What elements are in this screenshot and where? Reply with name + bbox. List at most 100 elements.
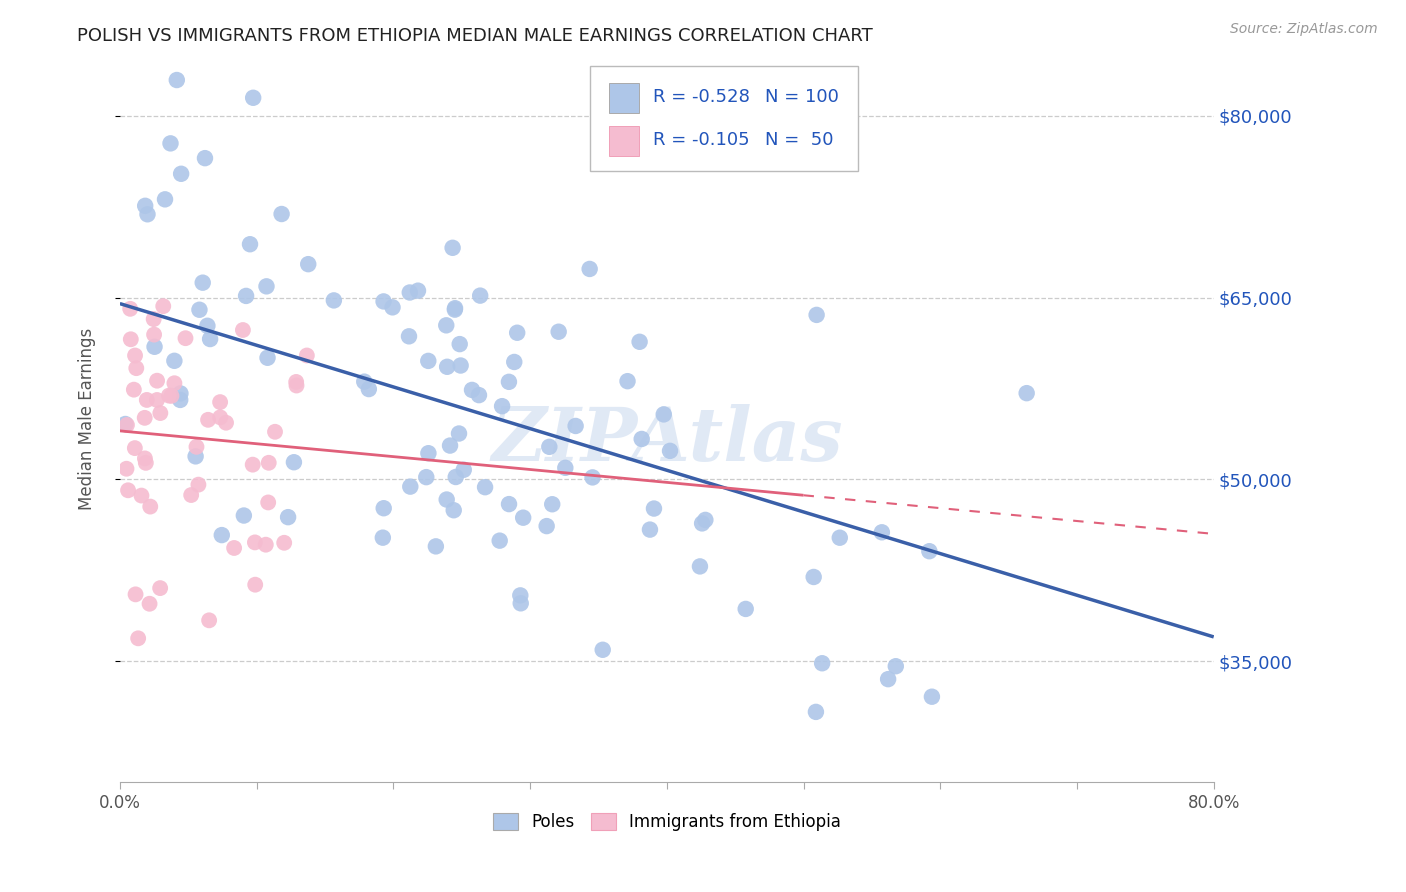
Point <box>245 577 267 591</box>
Point <box>828 531 851 545</box>
Point <box>616 374 638 388</box>
Point <box>143 327 166 342</box>
Point <box>149 406 172 420</box>
Point <box>581 470 603 484</box>
Point <box>643 501 665 516</box>
Point <box>418 354 440 368</box>
Text: POLISH VS IMMIGRANTS FROM ETHIOPIA MEDIAN MALE EARNINGS CORRELATION CHART: POLISH VS IMMIGRANTS FROM ETHIOPIA MEDIA… <box>77 27 873 45</box>
Point <box>918 544 941 558</box>
Point <box>194 151 217 165</box>
Point <box>630 432 652 446</box>
Point <box>264 425 287 439</box>
Point <box>136 207 159 221</box>
Point <box>160 389 183 403</box>
Point <box>491 399 513 413</box>
Point <box>270 207 292 221</box>
Point <box>198 613 221 627</box>
Point <box>443 503 465 517</box>
Point <box>139 500 162 514</box>
Point <box>256 351 278 365</box>
Point <box>439 439 461 453</box>
Point <box>197 318 219 333</box>
Point <box>418 446 440 460</box>
Point <box>224 541 246 555</box>
Point <box>285 375 308 389</box>
Point <box>120 301 142 316</box>
Point <box>135 456 157 470</box>
Point <box>169 392 191 407</box>
Point <box>273 535 295 549</box>
Point <box>283 455 305 469</box>
Point <box>398 329 420 343</box>
Point <box>547 325 569 339</box>
Text: Source: ZipAtlas.com: Source: ZipAtlas.com <box>1230 22 1378 37</box>
Point <box>488 533 510 548</box>
Point <box>449 337 471 351</box>
Point <box>436 359 458 374</box>
Point <box>209 395 232 409</box>
Text: R = -0.105: R = -0.105 <box>652 131 749 149</box>
Point <box>232 508 254 523</box>
Point <box>174 331 197 345</box>
Point <box>191 276 214 290</box>
Point <box>803 570 825 584</box>
Point <box>124 587 146 601</box>
Point <box>197 413 219 427</box>
Point <box>125 361 148 376</box>
Point <box>149 581 172 595</box>
Point <box>134 410 156 425</box>
Point <box>134 451 156 466</box>
Point <box>235 289 257 303</box>
Point <box>127 632 149 646</box>
Point <box>870 525 893 540</box>
Point <box>163 353 186 368</box>
Point <box>122 383 145 397</box>
Point <box>297 257 319 271</box>
Point <box>564 419 586 434</box>
Point <box>884 659 907 673</box>
Point <box>242 91 264 105</box>
Point <box>447 426 470 441</box>
Point <box>506 326 529 340</box>
Point <box>187 477 209 491</box>
Point <box>461 383 484 397</box>
Point <box>425 540 447 554</box>
Point <box>166 73 188 87</box>
Point <box>115 417 138 432</box>
Point <box>628 334 651 349</box>
Point <box>211 528 233 542</box>
Point <box>381 301 404 315</box>
Point <box>353 375 375 389</box>
Point <box>142 312 165 326</box>
Point <box>114 417 136 431</box>
Point <box>243 535 266 549</box>
Text: R = -0.528: R = -0.528 <box>652 88 749 106</box>
Point <box>398 285 420 300</box>
Point <box>295 349 318 363</box>
Legend: Poles, Immigrants from Ethiopia: Poles, Immigrants from Ethiopia <box>488 807 846 836</box>
Point <box>257 456 280 470</box>
Point <box>921 690 943 704</box>
Point <box>146 392 169 407</box>
Point <box>124 349 146 363</box>
Point <box>811 657 834 671</box>
Point <box>690 516 713 531</box>
Point <box>652 408 675 422</box>
Point <box>169 386 191 401</box>
Point <box>184 450 207 464</box>
Point <box>877 672 900 686</box>
Point <box>450 359 472 373</box>
Point <box>153 192 176 206</box>
FancyBboxPatch shape <box>591 66 858 171</box>
Point <box>170 167 193 181</box>
Point <box>115 461 138 475</box>
Point <box>659 443 682 458</box>
Point <box>256 279 278 293</box>
Point <box>804 705 827 719</box>
Point <box>578 262 600 277</box>
Point <box>242 458 264 472</box>
Point <box>554 460 576 475</box>
Point <box>215 416 238 430</box>
Point <box>538 440 561 454</box>
Point <box>434 318 457 333</box>
